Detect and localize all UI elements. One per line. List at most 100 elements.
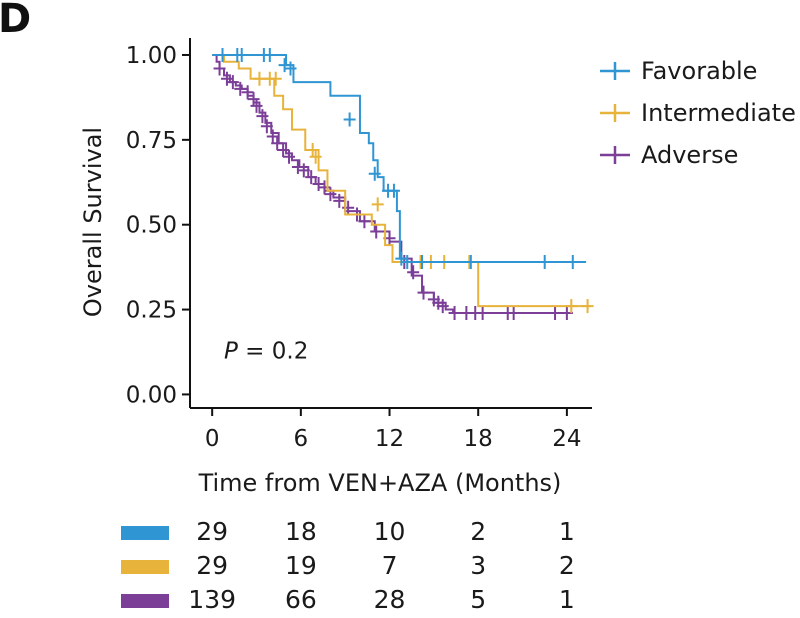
series-intermediate	[212, 53, 594, 314]
p-value-annotation: P = 0.2	[224, 338, 308, 364]
risk-row: 29 18 10 2 1	[121, 517, 575, 546]
censor-mark	[226, 75, 239, 90]
censor-mark	[507, 305, 520, 320]
censor-mark	[278, 58, 291, 73]
censor-mark	[312, 176, 325, 191]
risk-row-swatch	[121, 594, 169, 608]
step-line	[212, 53, 573, 314]
censor-mark	[277, 143, 290, 158]
risk-count: 19	[285, 551, 317, 580]
series-favorable	[212, 47, 587, 270]
series-adverse	[212, 53, 573, 320]
censor-mark	[549, 305, 562, 320]
risk-row-swatch	[121, 526, 169, 540]
legend: Favorable Intermediate Adverse	[600, 57, 796, 169]
risk-count: 18	[285, 517, 317, 546]
x-axis-label: Time from VEN+AZA (Months)	[198, 469, 562, 497]
risk-count: 3	[470, 551, 486, 580]
censor-mark	[235, 47, 248, 62]
risk-count: 2	[470, 517, 486, 546]
censor-mark	[283, 149, 296, 164]
censor-mark	[324, 187, 337, 202]
x-tick-label: 12	[375, 426, 404, 452]
censor-mark	[241, 85, 254, 100]
censor-mark	[253, 71, 266, 86]
censor-mark	[263, 47, 276, 62]
p-value-symbol: P	[224, 338, 238, 364]
y-tick-label: 0.75	[126, 128, 177, 154]
risk-count: 5	[470, 585, 486, 614]
risk-count: 7	[382, 551, 398, 580]
censor-mark	[284, 61, 297, 76]
survival-curves	[212, 47, 594, 320]
y-tick-label: 0.25	[126, 298, 177, 324]
censor-mark	[260, 119, 273, 134]
y-tick-label: 0.50	[126, 213, 177, 239]
legend-item-adverse: Adverse	[600, 141, 738, 169]
legend-item-favorable: Favorable	[600, 57, 757, 85]
panel-label: D	[0, 0, 31, 42]
censor-mark	[387, 183, 400, 198]
y-tick-label: 1.00	[126, 43, 177, 69]
risk-row-swatch	[121, 560, 169, 574]
censor-mark	[416, 255, 429, 270]
censor-mark	[256, 109, 269, 124]
risk-count: 2	[559, 551, 575, 580]
x-tick-label: 24	[552, 426, 581, 452]
censor-mark	[368, 166, 381, 181]
x-tick-label: 0	[205, 426, 220, 452]
step-line	[212, 53, 587, 264]
censor-mark	[448, 305, 461, 320]
y-tick-label: 0.00	[126, 382, 177, 408]
risk-row: 29 19 7 3 2	[121, 551, 575, 580]
censor-mark	[565, 299, 578, 314]
step-line	[212, 53, 591, 308]
censor-mark	[395, 251, 408, 266]
censor-mark	[220, 71, 233, 86]
legend-swatch	[600, 104, 630, 122]
x-ticks: 0 6 12 18 24	[205, 408, 582, 452]
risk-count: 1	[559, 585, 575, 614]
censor-mark	[291, 159, 304, 174]
p-value-text: = 0.2	[238, 338, 308, 364]
x-tick-label: 18	[464, 426, 493, 452]
legend-swatch	[600, 146, 630, 164]
censor-mark	[342, 200, 355, 215]
censor-mark	[343, 112, 356, 127]
censor-mark	[417, 285, 430, 300]
censor-mark	[407, 265, 420, 280]
censor-mark	[401, 255, 414, 270]
censor-mark	[358, 214, 371, 229]
censor-mark	[370, 224, 383, 239]
censor-mark	[333, 193, 346, 208]
censor-mark	[250, 98, 263, 113]
censor-mark	[566, 255, 579, 270]
censor-mark	[269, 71, 282, 86]
x-tick-label: 6	[294, 426, 309, 452]
censor-mark	[309, 149, 322, 164]
censor-mark	[436, 299, 449, 314]
censor-mark	[213, 61, 226, 76]
censor-mark	[371, 197, 384, 212]
y-axis-label: Overall Survival	[79, 127, 107, 317]
legend-label: Favorable	[641, 57, 757, 85]
y-ticks: 0.00 0.25 0.50 0.75 1.00	[126, 43, 190, 408]
risk-count: 29	[196, 517, 228, 546]
censor-mark	[247, 92, 260, 107]
risk-count: 66	[285, 585, 317, 614]
censor-mark	[305, 170, 318, 185]
censor-mark	[216, 47, 229, 62]
risk-count: 29	[196, 551, 228, 580]
censor-mark	[271, 136, 284, 151]
censor-mark	[581, 299, 594, 314]
legend-item-intermediate: Intermediate	[600, 99, 796, 127]
censor-mark	[234, 81, 247, 96]
censor-mark	[318, 180, 331, 195]
risk-count: 139	[188, 585, 236, 614]
risk-count: 1	[559, 517, 575, 546]
censor-mark	[538, 255, 551, 270]
plot-axes	[189, 38, 592, 409]
legend-label: Intermediate	[641, 99, 796, 127]
risk-count: 10	[374, 517, 406, 546]
